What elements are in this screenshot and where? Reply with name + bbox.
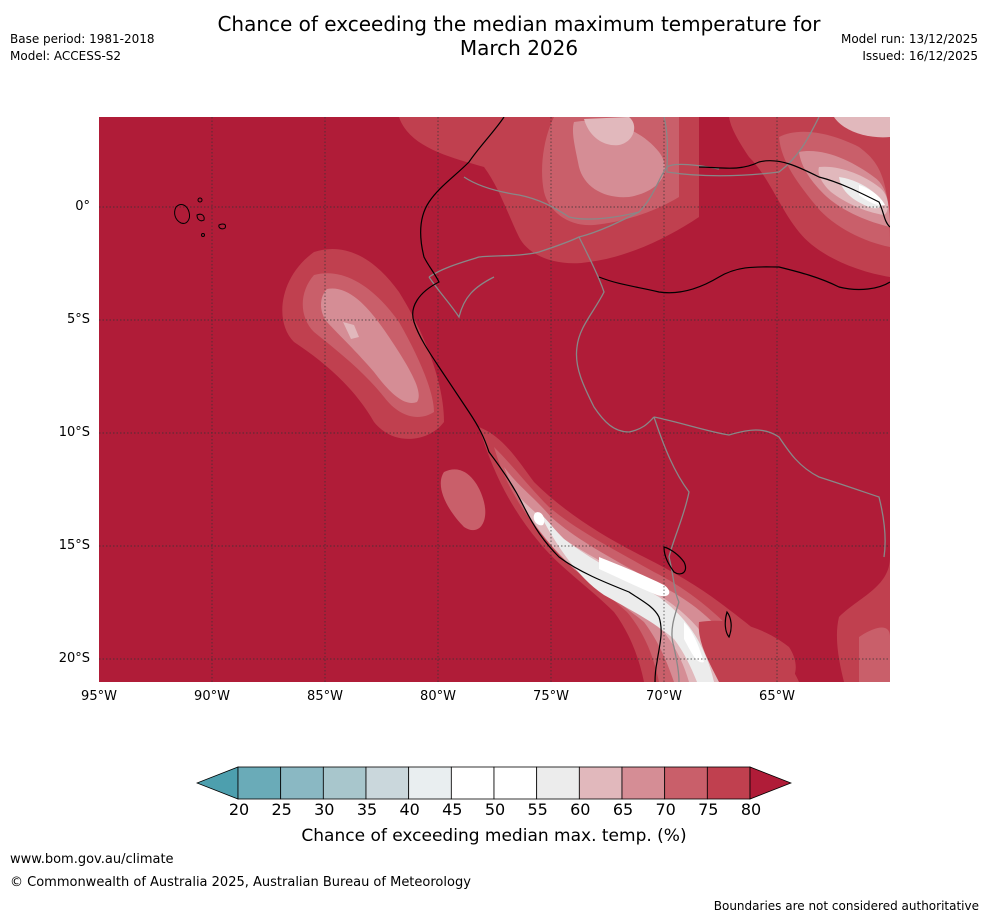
lon-label-80w: 80°W xyxy=(420,689,456,704)
title-line-2: March 2026 xyxy=(459,36,579,60)
colorbar-tick-40: 40 xyxy=(399,800,420,819)
title-line-1: Chance of exceeding the median maximum t… xyxy=(217,12,821,36)
colorbar-tick-35: 35 xyxy=(356,800,378,819)
contour-50-andes-1 xyxy=(533,512,545,526)
lon-label-85w: 85°W xyxy=(307,689,343,704)
contour-50-andes-3 xyxy=(684,622,704,663)
meta-right: Model run: 13/12/2025 Issued: 16/12/2025 xyxy=(841,31,978,65)
colorbar-tick-20: 20 xyxy=(228,800,250,819)
lat-label-20s: 20°S xyxy=(58,651,90,666)
model-run: Model run: 13/12/2025 xyxy=(840,32,978,46)
coastlines xyxy=(412,117,890,682)
galapagos-islet-1 xyxy=(197,197,203,203)
colorbar-tick-60: 60 xyxy=(570,800,591,819)
colorbar-cell-30 xyxy=(322,766,367,800)
colorbar-cell-25 xyxy=(280,766,324,800)
country-borders xyxy=(428,117,886,682)
colorbar-cell-60 xyxy=(578,766,623,800)
model-name: Model: ACCESS-S2 xyxy=(10,49,122,63)
colorbar-tick-75: 75 xyxy=(698,800,719,819)
contour-55-andes xyxy=(539,512,714,682)
meta-left: Base period: 1981-2018 Model: ACCESS-S2 xyxy=(10,31,155,65)
coastline-pacific xyxy=(412,117,662,682)
border-ecuador-peru xyxy=(428,276,495,319)
colorbar-tick-25: 25 xyxy=(271,800,292,819)
border-colombia-venezuela xyxy=(463,163,720,220)
footer-copyright: © Commonwealth of Australia 2025, Austra… xyxy=(10,875,471,890)
contour-60-ocean xyxy=(343,322,359,339)
lat-label-10s: 10°S xyxy=(58,425,90,440)
footer-url[interactable]: www.bom.gov.au/climate xyxy=(10,852,174,867)
lake-poopo xyxy=(724,610,732,639)
colorbar-tick-80: 80 xyxy=(740,800,762,819)
galapagos-islet-2 xyxy=(201,233,205,237)
lat-label-0: 0° xyxy=(75,199,90,214)
map-title: Chance of exceeding the median maximum t… xyxy=(160,12,878,60)
colorbar xyxy=(196,766,792,800)
galapagos-san-cristobal xyxy=(218,223,226,230)
border-chile-bolivia xyxy=(671,601,680,682)
lon-label-70w: 70°W xyxy=(646,689,682,704)
colorbar-tick-45: 45 xyxy=(442,800,463,819)
colorbar-cell-75 xyxy=(706,766,751,800)
border-brazil-north xyxy=(663,117,820,177)
contour-65-north xyxy=(572,120,665,198)
colorbar-tick-70: 70 xyxy=(655,800,676,819)
colorbar-cell-20 xyxy=(237,766,282,800)
colorbar-label: Chance of exceeding median max. temp. (%… xyxy=(301,826,687,846)
galapagos-santa-cruz xyxy=(196,213,205,222)
lake-titicaca xyxy=(663,546,687,575)
lon-label-65w: 65°W xyxy=(759,689,795,704)
colorbar-tick-30: 30 xyxy=(314,800,335,819)
graticule xyxy=(99,117,890,682)
colorbar-under-arrow xyxy=(196,766,239,800)
coastline-amazon-river xyxy=(598,266,890,294)
issued-date: Issued: 16/12/2025 xyxy=(862,49,978,63)
colorbar-cell-65 xyxy=(621,766,666,800)
lon-label-75w: 75°W xyxy=(533,689,569,704)
contour-60-north xyxy=(584,117,635,146)
map-background-80plus xyxy=(99,117,890,682)
border-peru-bolivia xyxy=(653,416,690,603)
lon-label-90w: 90°W xyxy=(194,689,230,704)
contour-75-se-mid xyxy=(698,620,796,682)
galapagos-isabela xyxy=(174,204,190,224)
probability-map xyxy=(99,117,890,682)
colorbar-cell-55 xyxy=(536,766,580,800)
coastline-amazon-north xyxy=(698,160,890,228)
lat-label-15s: 15°S xyxy=(58,538,90,553)
colorbar-cells xyxy=(237,766,751,800)
contour-60-ne-top xyxy=(834,117,890,138)
base-period: Base period: 1981-2018 xyxy=(10,32,155,46)
contour-70-se xyxy=(859,627,890,682)
galapagos-islands xyxy=(174,197,226,237)
lon-label-95w: 95°W xyxy=(81,689,117,704)
colorbar-cell-50 xyxy=(493,766,538,800)
border-brazil-bolivia xyxy=(653,416,886,558)
contour-65-ocean xyxy=(321,288,419,403)
border-colombia-ecuador-peru xyxy=(428,211,640,278)
colorbar-tick-50: 50 xyxy=(484,800,506,819)
colorbar-cell-35 xyxy=(365,766,410,800)
contour-50-andes-2 xyxy=(599,557,670,597)
colorbar-cell-40 xyxy=(408,766,452,800)
footer-boundaries-note: Boundaries are not considered authoritat… xyxy=(713,899,979,913)
border-peru-brazil xyxy=(575,236,655,433)
colorbar-tick-65: 65 xyxy=(612,800,634,819)
contour-70-ocean-small xyxy=(440,469,486,531)
colorbar-over-arrow xyxy=(749,766,792,800)
colorbar-cell-45 xyxy=(450,766,495,800)
lat-label-5s: 5°S xyxy=(66,312,90,327)
colorbar-cell-70 xyxy=(664,766,708,800)
contour-50-ne xyxy=(859,185,885,206)
colorbar-tick-55: 55 xyxy=(527,800,548,819)
